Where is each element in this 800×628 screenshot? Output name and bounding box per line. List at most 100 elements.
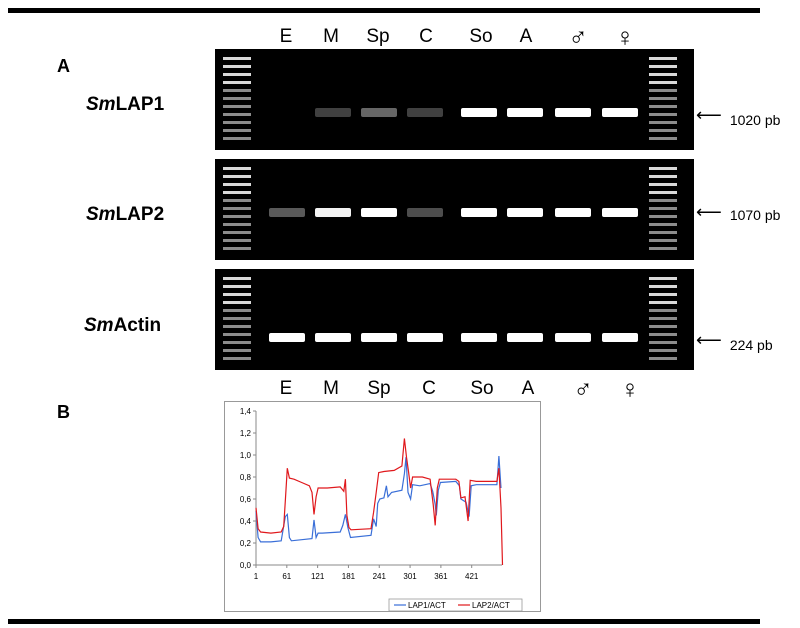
ladder-band [649,191,677,194]
x-axis: 1 61 121 181 241 301 361 421 [254,565,479,581]
gene-suffix: Actin [113,315,162,336]
ladder-band [223,113,251,116]
ladder-band [649,167,677,170]
arrow-left-icon: ⟵ [696,329,722,350]
y-tick-label: 0,2 [240,539,252,548]
ladder-band [649,57,677,60]
ladder-band [223,199,251,202]
x-tick-label: 421 [465,572,479,581]
ladder-band [223,167,251,170]
sample-band [269,333,305,342]
ladder-band [649,325,677,328]
sample-band [315,108,351,117]
ladder-band [649,277,677,280]
ladder-band [223,301,251,304]
ladder-band [223,349,251,352]
ladder-band [649,89,677,92]
y-tick-label: 0,4 [240,517,252,526]
gene-prefix: Sm [84,315,114,336]
ladder-band [223,129,251,132]
y-tick-label: 1,2 [240,429,252,438]
y-tick-label: 1,0 [240,451,252,460]
lane-header: So [469,26,493,47]
ladder-band [223,231,251,234]
gene-label-lap2: SmLAP2 [86,204,164,226]
ladder-band [223,183,251,186]
gene-label-actin: SmActin [84,315,161,337]
gene-prefix: Sm [86,204,116,225]
top-rule [8,8,760,13]
gene-suffix: LAP1 [115,94,165,115]
ladder-band [649,317,677,320]
ladder-band [649,349,677,352]
panel-b-letter: B [57,402,70,422]
size-marker-actin: ⟵ 224 pb [696,327,773,354]
y-tick-label: 1,4 [240,407,252,416]
ladder-band [649,97,677,100]
x-tick-label: 301 [403,572,417,581]
sample-band [361,208,397,217]
y-tick-label: 0,8 [240,473,252,482]
ladder-band [223,247,251,250]
ladder-band [223,277,251,280]
sample-band [555,108,591,117]
ladder-band [223,65,251,68]
ratio-line-chart: 0,0 0,2 0,4 0,6 0,8 1,0 1,2 1,4 1 61 121 181 241 301… [224,401,541,612]
sample-band [602,208,638,217]
x-tick-label: 61 [282,572,291,581]
ladder-band [649,207,677,210]
ladder-band [223,175,251,178]
gene-label-lap1: SmLAP1 [86,94,164,116]
ladder-band [223,239,251,242]
ladder-band [223,97,251,100]
ladder-band [223,81,251,84]
lane-header: A [519,26,533,47]
sample-band [407,208,443,217]
ladder-band [223,105,251,108]
marker-label: 1070 pb [729,207,781,223]
series-group [255,438,504,566]
ladder-band [649,239,677,242]
sample-band [315,333,351,342]
lane-header: ♀ [615,22,635,52]
ladder-band [649,175,677,178]
legend-box [388,598,523,612]
ladder-band [223,357,251,360]
sample-band [602,108,638,117]
gel-image-actin [215,269,694,370]
ladder-band [649,215,677,218]
arrow-left-icon: ⟵ [696,104,722,125]
ladder-band [649,309,677,312]
size-marker-lap1: ⟵ 1020 pb [696,102,780,129]
ladder-band [649,199,677,202]
lane-header: M [323,26,339,47]
sample-band [555,208,591,217]
x-tick-label: 1 [254,572,259,581]
y-tick-label: 0,0 [240,561,252,570]
sample-band [507,108,543,117]
ladder-band [649,333,677,336]
ladder-band [223,215,251,218]
ladder-band [649,129,677,132]
sample-band [361,108,397,117]
ladder-band [649,73,677,76]
ladder-band [223,317,251,320]
marker-label: 224 pb [729,337,773,353]
legend-label-lap2: LAP2/ACT [472,601,510,610]
lane-header: C [419,26,433,47]
y-axis: 0,0 0,2 0,4 0,6 0,8 1,0 1,2 1,4 [240,407,256,570]
sample-band [602,333,638,342]
ladder-band [649,183,677,186]
y-tick-label: 0,6 [240,495,252,504]
panel-a-letter: A [57,56,70,76]
series-line-lap2 [255,438,504,566]
lane-header: A [521,378,535,399]
ladder-band [223,191,251,194]
lane-header: Sp [367,378,391,399]
ladder-band [649,357,677,360]
sample-band [461,333,497,342]
sample-band [269,208,305,217]
gene-suffix: LAP2 [115,204,165,225]
sample-band [407,333,443,342]
sample-band [461,208,497,217]
